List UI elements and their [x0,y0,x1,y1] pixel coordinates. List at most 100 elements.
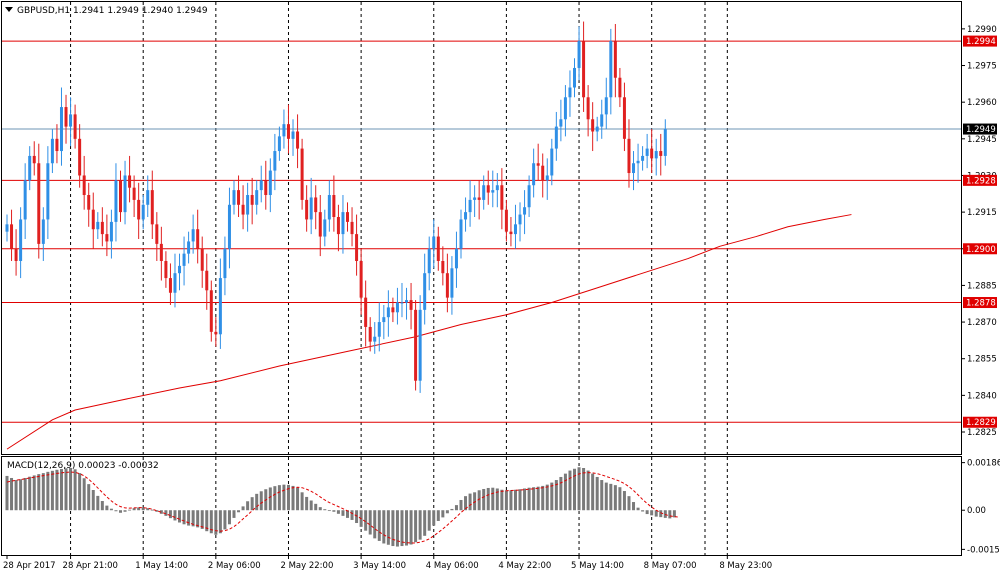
macd-bar [582,468,586,511]
time-tick-label: 28 Apr 2017 [3,561,56,571]
macd-bar [305,496,309,511]
candle-body [214,331,218,335]
macd-bar [323,509,327,511]
macd-bar [187,510,191,526]
macd-bar [636,507,640,511]
candle-body [636,160,640,164]
candle-body [495,185,499,191]
macd-bar [450,508,454,511]
moving-average-line [6,214,852,450]
candle-body [409,300,413,310]
macd-bar [600,480,604,511]
candle-body [500,185,504,210]
macd-bar [341,510,345,516]
macd-bar [282,484,286,511]
candle-body [69,114,73,127]
level-price-label: 1.2928 [966,176,996,186]
candle-body [64,107,68,127]
candle-body [591,119,595,132]
candle-body [314,197,318,213]
price-axis: 1.29901.29751.29601.29451.29301.29151.29… [961,25,997,438]
candle-body [618,77,622,98]
candle-body [609,41,613,98]
time-tick-label: 4 May 06:00 [426,561,479,571]
candle-body [527,185,531,208]
macd-bar [59,469,63,511]
price-tick-label: 1.2840 [967,391,997,401]
macd-bar [491,487,495,511]
macd-bar [259,491,263,511]
candle-body [268,170,272,196]
time-tick-label: 5 May 14:00 [571,561,624,571]
candle-body [559,119,563,127]
candle-body [50,138,54,164]
time-tick-label: 1 May 14:00 [135,561,188,571]
level-price-badge [963,243,997,255]
macd-bar [250,497,254,511]
candle-body [573,67,576,88]
macd-bar [37,474,41,511]
macd-bar [414,510,418,543]
macd-histogram [5,467,676,547]
candle-body [386,307,390,318]
triangle-down-icon[interactable] [5,7,13,12]
macd-bar [82,478,86,511]
price-tick-label: 1.2990 [967,25,997,35]
level-price-badge [963,297,997,309]
current-price-label: 1.2949 [966,125,996,135]
macd-bar [536,486,540,511]
price-tick-label: 1.2975 [967,62,997,72]
macd-bar [214,510,218,535]
time-tick-label: 2 May 06:00 [208,561,261,571]
macd-bar [218,510,222,534]
macd-bar [459,499,463,511]
macd-bar [559,476,563,511]
current-price-badge [963,123,997,135]
moving-average [6,214,852,450]
macd-bar [391,510,395,547]
candle-body [545,175,549,181]
macd-bar [327,510,331,512]
macd-bar [155,510,159,512]
macd-bar [486,487,490,511]
candle-body [464,212,468,220]
candle-body [359,260,363,298]
macd-bar [468,493,472,511]
candle-body [600,114,604,127]
macd-bar [409,510,413,545]
price-tick-label: 1.2825 [967,428,997,438]
candle-body [141,204,145,220]
candle-body [641,155,645,161]
macd-bar [246,501,250,511]
candle-body [445,273,449,298]
macd-bar [509,490,513,511]
macd-bar [668,510,672,519]
macd-bar [241,506,245,511]
candle-body [59,107,63,152]
macd-bar [423,510,427,536]
macd-bar [5,475,9,511]
macd-bar [237,510,241,513]
candle-body [137,199,141,220]
macd-bar [128,509,132,511]
time-tick-label: 2 May 22:00 [280,561,333,571]
price-tick-label: 1.2960 [967,98,997,108]
macd-bar [64,468,68,511]
candle-body [246,195,250,215]
candle-body [159,243,163,261]
candle-body [341,212,345,235]
macd-bar [227,510,231,525]
macd-bar [418,510,422,540]
candle-body [427,248,431,274]
candle-body [486,185,490,193]
candle-body [441,260,445,274]
candle-body [350,221,354,235]
macd-bar [563,473,567,511]
candle-body [627,138,631,174]
candle-body [364,297,368,327]
macd-bar [23,477,27,511]
macd-bar [137,507,141,511]
candle-body [550,148,554,176]
macd-bar [32,475,36,511]
